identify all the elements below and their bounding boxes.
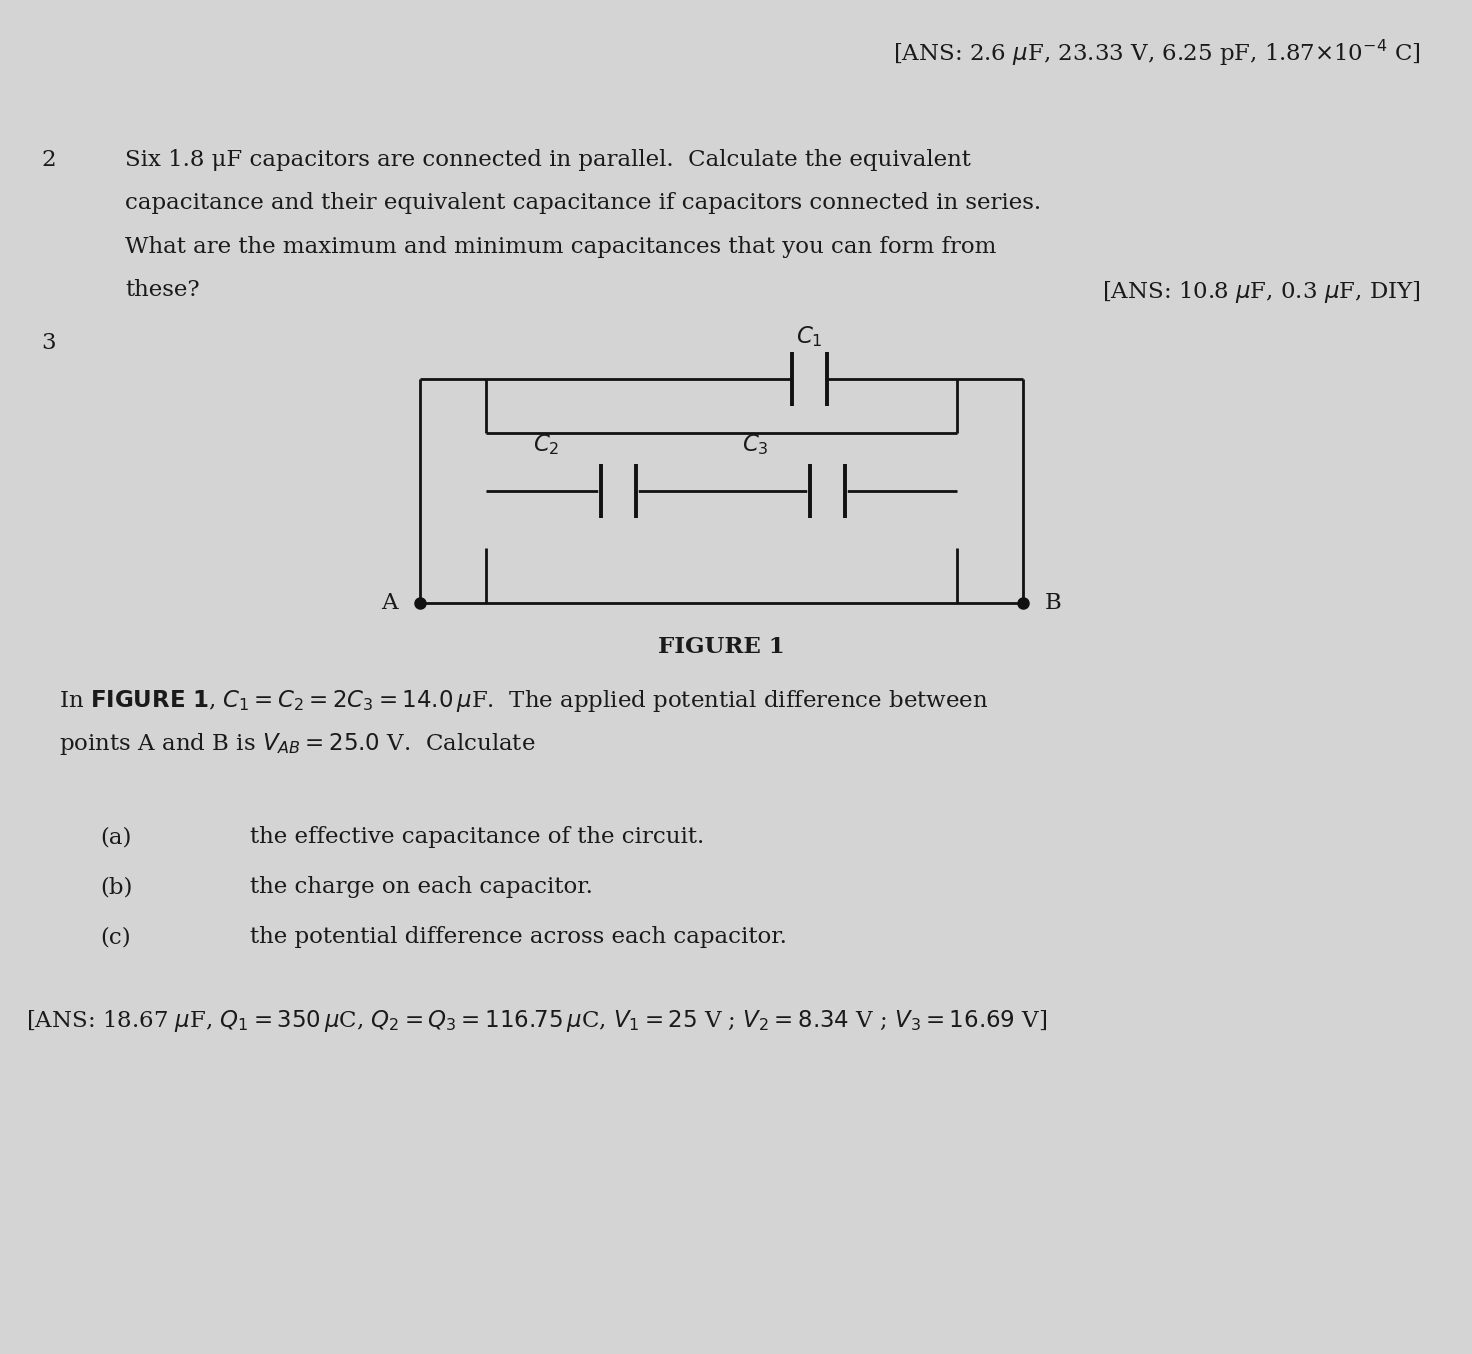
Text: What are the maximum and minimum capacitances that you can form from: What are the maximum and minimum capacit… [125, 236, 997, 257]
Text: these?: these? [125, 279, 200, 301]
Text: A: A [381, 592, 397, 613]
Text: (b): (b) [100, 876, 132, 898]
Text: $C_1$: $C_1$ [796, 325, 823, 349]
Text: the potential difference across each capacitor.: the potential difference across each cap… [250, 926, 788, 948]
Text: FIGURE 1: FIGURE 1 [658, 636, 785, 658]
Text: (a): (a) [100, 826, 131, 849]
Text: 3: 3 [41, 332, 56, 353]
Text: $C_3$: $C_3$ [742, 432, 768, 458]
Text: [ANS: 18.67 $\mu$F, $Q_1 = 350\,\mu$C, $Q_2 = Q_3 = 116.75\,\mu$C, $V_1 = 25$ V : [ANS: 18.67 $\mu$F, $Q_1 = 350\,\mu$C, $… [26, 1009, 1048, 1034]
Text: 2: 2 [41, 149, 56, 171]
Text: B: B [1045, 592, 1061, 613]
Text: points A and B is $V_{AB} = 25.0$ V.  Calculate: points A and B is $V_{AB} = 25.0$ V. Cal… [59, 731, 536, 757]
Text: Six 1.8 μF capacitors are connected in parallel.  Calculate the equivalent: Six 1.8 μF capacitors are connected in p… [125, 149, 972, 171]
Text: (c): (c) [100, 926, 131, 948]
Text: [ANS: 2.6 $\mu$F, 23.33 V, 6.25 pF, 1.87$\times$10$^{-4}$ C]: [ANS: 2.6 $\mu$F, 23.33 V, 6.25 pF, 1.87… [892, 38, 1420, 68]
Text: [ANS: 10.8 $\mu$F, 0.3 $\mu$F, DIY]: [ANS: 10.8 $\mu$F, 0.3 $\mu$F, DIY] [1103, 279, 1420, 305]
Text: the charge on each capacitor.: the charge on each capacitor. [250, 876, 593, 898]
Text: In $\mathbf{FIGURE\ 1}$, $C_1 = C_2 = 2C_3 = 14.0\,\mu$F.  The applied potential: In $\mathbf{FIGURE\ 1}$, $C_1 = C_2 = 2C… [59, 688, 988, 714]
Text: $C_2$: $C_2$ [533, 432, 559, 458]
Text: capacitance and their equivalent capacitance if capacitors connected in series.: capacitance and their equivalent capacit… [125, 192, 1041, 214]
Text: the effective capacitance of the circuit.: the effective capacitance of the circuit… [250, 826, 705, 849]
